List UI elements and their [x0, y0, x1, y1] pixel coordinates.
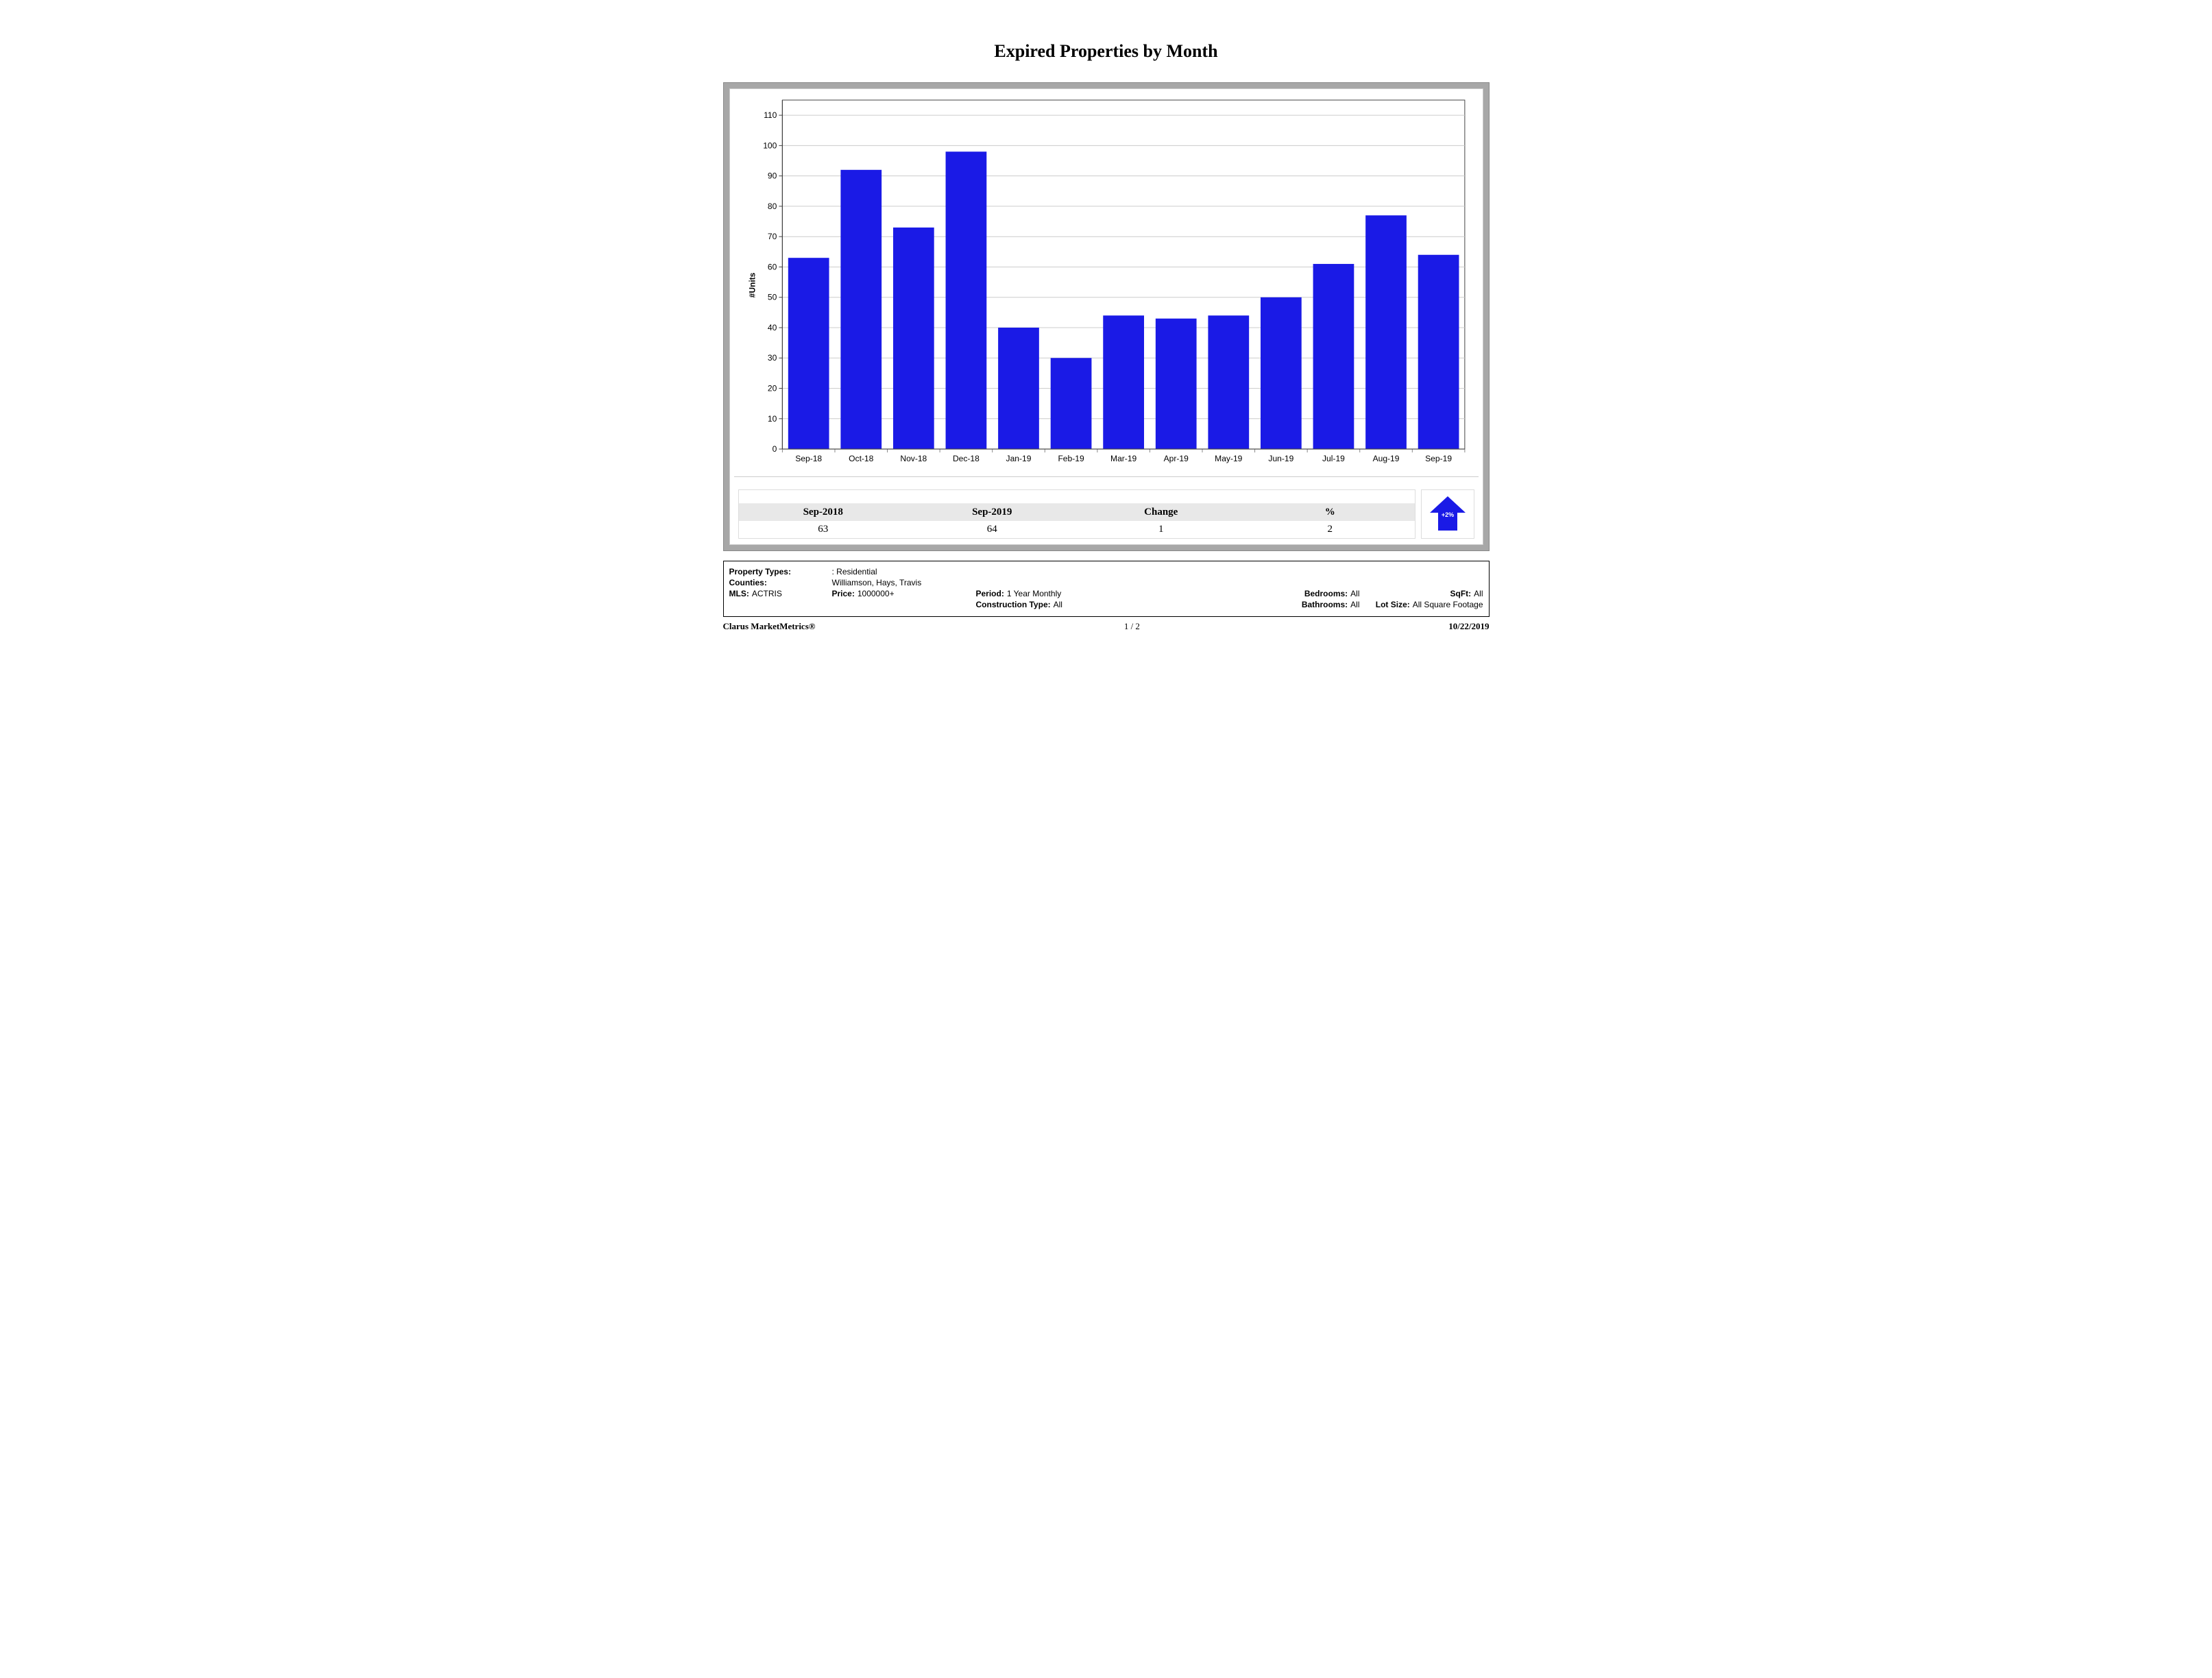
- svg-text:20: 20: [767, 384, 777, 393]
- svg-text:Feb-19: Feb-19: [1058, 454, 1084, 463]
- footer-brand: Clarus MarketMetrics®: [723, 621, 816, 632]
- filter-label: Lot Size:: [1376, 600, 1410, 609]
- svg-text:Sep-19: Sep-19: [1425, 454, 1452, 463]
- page-footer: Clarus MarketMetrics® 1 / 2 10/22/2019: [723, 621, 1490, 632]
- svg-text:May-19: May-19: [1215, 454, 1243, 463]
- svg-text:70: 70: [767, 232, 777, 241]
- filter-value: 1 Year Monthly: [1007, 589, 1061, 598]
- svg-text:Aug-19: Aug-19: [1372, 454, 1399, 463]
- svg-text:80: 80: [767, 202, 777, 211]
- svg-text:Jan-19: Jan-19: [1006, 454, 1031, 463]
- summary-table: Sep-2018 Sep-2019 Change % 63 64 1 2: [738, 489, 1415, 539]
- filter-value: 1000000+: [858, 589, 895, 598]
- filter-label: SqFt:: [1450, 589, 1472, 598]
- filter-value: All Square Footage: [1413, 600, 1483, 609]
- summary-value: 1: [1077, 521, 1246, 538]
- filter-value: All: [1474, 589, 1483, 598]
- bar-chart-svg: 0 10 20 30 40 50 60 70 80 90 100 110 Sep-18 Oct-18 Nov…: [734, 93, 1479, 476]
- report-page: Expired Properties by Month #Units 01020…: [655, 0, 1558, 659]
- summary-spacer: [739, 490, 1415, 504]
- svg-text:Jun-19: Jun-19: [1268, 454, 1293, 463]
- filter-value: ACTRIS: [752, 589, 782, 598]
- summary-header: %: [1245, 504, 1415, 521]
- filter-value: All: [1350, 600, 1359, 609]
- filter-row: Construction Type:All Bathrooms:All Lot …: [729, 600, 1483, 609]
- svg-text:Jul-19: Jul-19: [1322, 454, 1345, 463]
- filter-label: Bathrooms:: [1302, 600, 1348, 609]
- up-arrow-icon: +2%: [1427, 494, 1468, 535]
- svg-text:60: 60: [767, 262, 777, 271]
- filter-row: Property Types: : Residential: [729, 567, 1483, 576]
- summary-value: 64: [908, 521, 1077, 538]
- chart-canvas: #Units 0102030405060708090100110Sep-18Oc…: [734, 93, 1479, 477]
- filter-value: : Residential: [832, 567, 877, 576]
- svg-text:0: 0: [772, 444, 777, 454]
- filters-panel: Property Types: : Residential Counties: …: [723, 561, 1490, 617]
- svg-text:90: 90: [767, 171, 777, 181]
- summary-value-row: 63 64 1 2: [739, 521, 1415, 538]
- svg-text:40: 40: [767, 323, 777, 332]
- svg-text:Dec-18: Dec-18: [952, 454, 979, 463]
- summary-header: Sep-2019: [908, 504, 1077, 521]
- filter-label: Property Types:: [729, 567, 791, 576]
- filter-value: All: [1350, 589, 1359, 598]
- svg-text:Mar-19: Mar-19: [1110, 454, 1137, 463]
- filter-value: Williamson, Hays, Travis: [832, 578, 922, 587]
- svg-text:110: 110: [764, 110, 777, 120]
- filter-label: Bedrooms:: [1304, 589, 1348, 598]
- filter-label: Period:: [976, 589, 1004, 598]
- summary-header-row: Sep-2018 Sep-2019 Change %: [739, 504, 1415, 521]
- filter-label: Price:: [832, 589, 855, 598]
- filter-label: Counties:: [729, 578, 767, 587]
- summary-value: 2: [1245, 521, 1415, 538]
- chart-frame-inner: #Units 0102030405060708090100110Sep-18Oc…: [729, 88, 1483, 545]
- filter-row: MLS:ACTRIS Price:1000000+ Period:1 Year …: [729, 589, 1483, 598]
- summary-block: Sep-2018 Sep-2019 Change % 63 64 1 2: [734, 485, 1479, 544]
- footer-page-number: 1 / 2: [1124, 621, 1140, 632]
- svg-text:100: 100: [763, 141, 777, 150]
- chart-title: Expired Properties by Month: [723, 41, 1490, 62]
- filter-value: All: [1054, 600, 1062, 609]
- filter-row: Counties: Williamson, Hays, Travis: [729, 578, 1483, 587]
- svg-text:Apr-19: Apr-19: [1163, 454, 1189, 463]
- footer-date: 10/22/2019: [1448, 621, 1489, 632]
- summary-header: Change: [1077, 504, 1246, 521]
- svg-text:Sep-18: Sep-18: [795, 454, 822, 463]
- chart-frame-outer: #Units 0102030405060708090100110Sep-18Oc…: [723, 82, 1490, 551]
- change-arrow-cell: +2%: [1421, 489, 1474, 539]
- summary-value: 63: [739, 521, 908, 538]
- svg-text:Oct-18: Oct-18: [849, 454, 874, 463]
- svg-text:+2%: +2%: [1441, 511, 1453, 518]
- svg-text:50: 50: [767, 293, 777, 302]
- filter-label: MLS:: [729, 589, 749, 598]
- summary-header: Sep-2018: [739, 504, 908, 521]
- svg-text:30: 30: [767, 353, 777, 363]
- filter-label: Construction Type:: [976, 600, 1051, 609]
- svg-text:Nov-18: Nov-18: [900, 454, 927, 463]
- svg-text:10: 10: [767, 414, 777, 424]
